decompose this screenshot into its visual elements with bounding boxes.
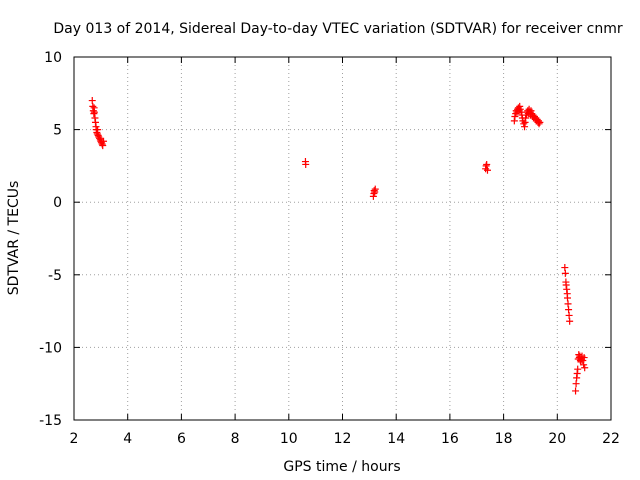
data-point	[581, 364, 589, 372]
data-point	[483, 166, 491, 174]
x-tick-label: 10	[280, 431, 298, 447]
x-tick-label: 14	[387, 431, 405, 447]
data-point	[302, 160, 310, 168]
y-tick-labels: -15 -10 -5 0 5 10	[39, 50, 62, 429]
y-tick-label: -15	[39, 413, 62, 429]
grid	[74, 57, 611, 420]
data-point	[99, 142, 107, 150]
x-tick-label: 18	[495, 431, 513, 447]
data-point	[535, 120, 543, 128]
y-axis-label: SDTVAR / TECUs	[6, 181, 22, 296]
data-point	[371, 185, 379, 193]
data-point	[580, 354, 588, 362]
x-tick-label: 4	[123, 431, 132, 447]
x-tick-label: 22	[602, 431, 620, 447]
x-axis-label: GPS time / hours	[283, 459, 400, 475]
data-point	[566, 317, 574, 325]
x-tick-label: 12	[334, 431, 352, 447]
data-point	[100, 137, 108, 145]
x-tick-label: 2	[70, 431, 79, 447]
x-tick-label: 20	[548, 431, 566, 447]
x-tick-label: 16	[441, 431, 459, 447]
y-tick-label: -5	[48, 268, 62, 284]
x-tick-label: 8	[231, 431, 240, 447]
y-tick-label: 0	[53, 195, 62, 211]
plot-frame	[73, 56, 612, 421]
chart-title: Day 013 of 2014, Sidereal Day-to-day VTE…	[53, 21, 622, 37]
data-point	[483, 160, 491, 168]
x-tick-label: 6	[177, 431, 186, 447]
data-point	[536, 118, 544, 126]
data-point	[561, 269, 569, 277]
data-points	[88, 97, 589, 395]
x-tick-labels: 2 4 6 8 10 12 14 16 18 20 22	[70, 431, 620, 447]
y-tick-label: 10	[44, 50, 62, 66]
y-tick-label: -10	[39, 340, 62, 356]
y-tick-label: 5	[53, 123, 62, 139]
data-point	[572, 387, 580, 395]
data-point	[574, 365, 582, 373]
